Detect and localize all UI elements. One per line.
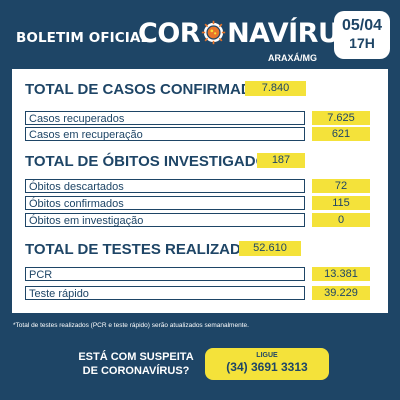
contact-section: ESTÁ COM SUSPEITA DE CORONAVÍRUS? LIGUE … xyxy=(68,343,332,385)
row-label: Casos em recuperação xyxy=(25,127,305,141)
row-value: 72 xyxy=(312,179,370,193)
confirmed-title: TOTAL DE CASOS CONFIRMADOS xyxy=(25,81,274,98)
row-value: 39.229 xyxy=(312,286,370,300)
row-label: Casos recuperados xyxy=(25,111,305,125)
phone-number[interactable]: (34) 3691 3313 xyxy=(226,360,308,374)
virus-icon xyxy=(201,20,226,45)
date-badge: 05/04 17H xyxy=(334,11,390,59)
coronavirus-logo: COR NAVÍRUS xyxy=(138,18,359,49)
question-line-2: DE CORONAVÍRUS? xyxy=(82,365,190,377)
boletim-oficial-label: BOLETIM OFICIAL xyxy=(16,30,150,46)
tests-total: 52.610 xyxy=(239,241,301,256)
logo-text-start: COR xyxy=(138,18,201,49)
row-label: Teste rápido xyxy=(25,286,305,300)
ligue-label: LIGUE xyxy=(256,352,278,359)
row-value: 621 xyxy=(312,127,370,141)
city-label: ARAXÁ/MG xyxy=(268,53,317,63)
deaths-title: TOTAL DE ÓBITOS INVESTIGADOS xyxy=(25,153,278,170)
footnote: *Total de testes realizados (PCR e teste… xyxy=(13,322,249,329)
row-label: Óbitos confirmados xyxy=(25,196,305,210)
row-label: Óbitos descartados xyxy=(25,179,305,193)
row-value: 115 xyxy=(312,196,370,210)
time-text: 17H xyxy=(349,35,375,51)
confirmed-total: 7.840 xyxy=(245,81,306,96)
question-line-1: ESTÁ COM SUSPEITA xyxy=(78,351,194,363)
tests-title: TOTAL DE TESTES REALIZADOS xyxy=(25,241,263,258)
report-card: TOTAL DE CASOS CONFIRMADOS 7.840 Casos r… xyxy=(12,69,388,313)
row-value: 13.381 xyxy=(312,267,370,281)
suspicion-question: ESTÁ COM SUSPEITA DE CORONAVÍRUS? xyxy=(78,350,194,378)
date-text: 05/04 xyxy=(341,17,383,34)
row-value: 0 xyxy=(312,213,370,227)
row-value: 7.625 xyxy=(312,111,370,125)
row-label: PCR xyxy=(25,267,305,281)
row-label: Óbitos em investigação xyxy=(25,213,305,227)
deaths-total: 187 xyxy=(257,153,305,168)
phone-button[interactable]: LIGUE (34) 3691 3313 xyxy=(205,348,329,380)
header: BOLETIM OFICIAL COR NAVÍRUS ARAXÁ/MG 05/… xyxy=(0,0,400,68)
